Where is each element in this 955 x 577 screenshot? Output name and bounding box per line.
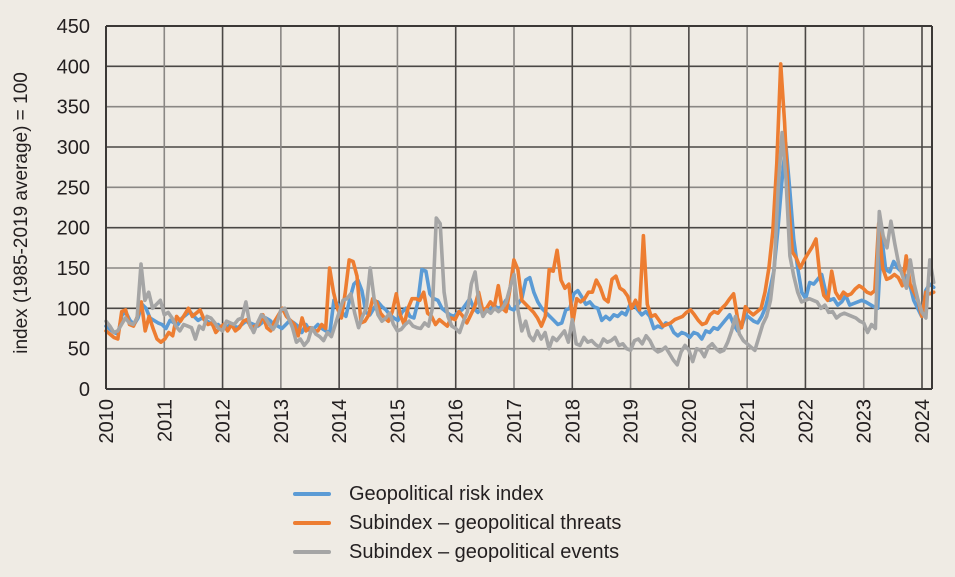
- y-tick-label: 200: [57, 218, 90, 240]
- legend-swatch-events: [293, 549, 331, 554]
- x-tick-label: 2017: [504, 399, 526, 444]
- legend-item-threats: Subindex – geopolitical threats: [293, 508, 621, 537]
- series-line-events: [104, 130, 936, 367]
- y-tick-label: 450: [57, 16, 90, 38]
- y-tick-label: 350: [57, 97, 90, 119]
- x-tick-label: 2019: [621, 399, 643, 444]
- legend-item-events: Subindex – geopolitical events: [293, 537, 621, 566]
- x-tick-label: 2021: [737, 399, 759, 444]
- series-line-gpr: [104, 141, 936, 341]
- x-tick-label: 2010: [96, 399, 118, 444]
- x-tick-label: 2011: [154, 399, 176, 442]
- y-tick-label: 400: [57, 56, 90, 78]
- y-tick-label: 250: [57, 177, 90, 199]
- x-tick-label: 2013: [271, 399, 293, 444]
- legend-label-gpr: Geopolitical risk index: [349, 482, 544, 505]
- x-tick-label: 2024: [912, 399, 934, 444]
- legend-swatch-gpr: [293, 491, 331, 496]
- y-tick-label: 0: [79, 379, 90, 401]
- legend-label-events: Subindex – geopolitical events: [349, 540, 620, 563]
- y-tick-label: 300: [57, 137, 90, 159]
- axes: [105, 25, 933, 390]
- y-tick-label: 150: [57, 258, 90, 280]
- y-axis-title: index (1985-2019 average) = 100: [11, 72, 32, 354]
- x-tick-label: 2012: [213, 399, 235, 444]
- y-tick-label: 100: [57, 298, 90, 320]
- x-tick-label: 2014: [329, 399, 351, 444]
- x-tick-label: 2022: [795, 399, 817, 444]
- y-tick-labels: 0 50 100 150 200 250 300 350 400 450: [57, 16, 90, 401]
- x-tick-label: 2015: [387, 399, 409, 444]
- x-tick-label: 2020: [679, 399, 701, 444]
- series-line-threats: [104, 62, 936, 345]
- y-tick-label: 50: [68, 339, 90, 361]
- legend-label-threats: Subindex – geopolitical threats: [349, 511, 622, 534]
- grid-lines: [106, 25, 932, 389]
- x-tick-label: 2023: [854, 399, 876, 444]
- x-tick-label: 2016: [446, 399, 468, 444]
- legend-swatch-threats: [293, 520, 331, 525]
- x-tick-labels: 2010 2011 2012 2013 2014 2015 2016 2017 2018 2019…: [96, 399, 934, 444]
- series-lines: [104, 62, 936, 367]
- legend: Geopolitical risk index Subindex – geopo…: [293, 479, 621, 566]
- x-tick-label: 2018: [562, 399, 584, 444]
- legend-item-gpr: Geopolitical risk index: [293, 479, 621, 508]
